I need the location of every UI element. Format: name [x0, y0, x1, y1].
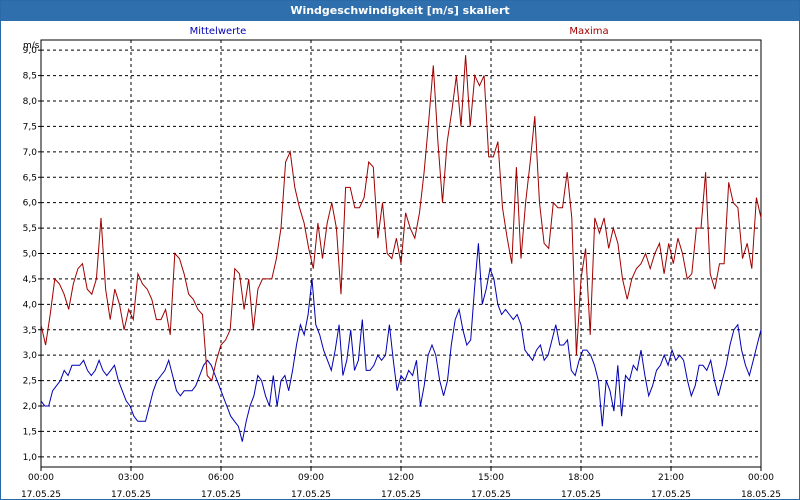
y-tick-label: 4,5 [23, 275, 37, 285]
x-tick-date-label: 17.05.25 [471, 490, 511, 499]
x-tick-time-label: 21:00 [658, 473, 684, 483]
x-tick-time-label: 00:00 [748, 473, 774, 483]
x-tick-time-label: 09:00 [298, 473, 324, 483]
series-line-maxima [40, 55, 762, 382]
x-tick-date-label: 17.05.25 [561, 490, 601, 499]
x-tick-time-label: 18:00 [568, 473, 594, 483]
y-tick-label: 5,0 [23, 250, 38, 260]
x-tick-time-label: 00:00 [28, 473, 54, 483]
x-tick-date-label: 17.05.25 [21, 490, 61, 499]
y-tick-label: 8,0 [23, 97, 38, 107]
y-tick-label: 9,0 [23, 46, 38, 56]
y-tick-label: 3,0 [23, 351, 38, 361]
y-axis-ticks: 1,0 1,5 2,0 2,5 3,0 3,5 4,0 4,5 5,0 5,5 6,0 6,5 7,0 7… [23, 46, 41, 463]
y-tick-label: 2,0 [23, 402, 38, 412]
y-tick-label: 2,5 [23, 377, 37, 387]
y-tick-label: 7,5 [23, 122, 37, 132]
x-tick-date-label: 17.05.25 [201, 490, 241, 499]
y-tick-label: 6,5 [23, 173, 37, 183]
y-tick-label: 5,5 [23, 224, 37, 234]
x-tick-date-label: 18.05.25 [741, 490, 781, 499]
wind-speed-chart: 1,0 1,5 2,0 2,5 3,0 3,5 4,0 4,5 5,0 5,5 6,0 6,5 7,0 7… [21, 26, 781, 499]
series-line-mittelwerte [40, 243, 762, 442]
x-tick-time-label: 12:00 [388, 473, 414, 483]
x-tick-date-label: 17.05.25 [651, 490, 691, 499]
legend-mittelwerte: Mittelwerte [190, 26, 247, 37]
y-tick-label: 3,5 [23, 326, 37, 336]
x-tick-date-label: 17.05.25 [291, 490, 331, 499]
legend-maxima: Maxima [569, 26, 608, 37]
x-tick-time-label: 15:00 [478, 473, 504, 483]
y-tick-label: 7,0 [23, 148, 38, 158]
chart-grid [41, 40, 761, 467]
y-tick-label: 6,0 [23, 199, 38, 209]
window-title: Windgeschwindigkeit [m/s] skaliert [1, 1, 799, 21]
y-tick-label: 1,0 [23, 453, 38, 463]
y-tick-label: 1,5 [23, 427, 37, 437]
series-lines [40, 55, 762, 442]
x-axis-ticks: 00:00 17.05.25 03:00 17.05.25 06:00 17.05.25 0… [21, 467, 781, 499]
y-tick-label: 4,0 [23, 300, 38, 310]
x-tick-date-label: 17.05.25 [381, 490, 421, 499]
x-tick-time-label: 03:00 [118, 473, 144, 483]
x-tick-date-label: 17.05.25 [111, 490, 151, 499]
x-tick-time-label: 06:00 [208, 473, 234, 483]
y-tick-label: 8,5 [23, 72, 37, 82]
y-axis-unit-label: m/s [23, 41, 40, 51]
